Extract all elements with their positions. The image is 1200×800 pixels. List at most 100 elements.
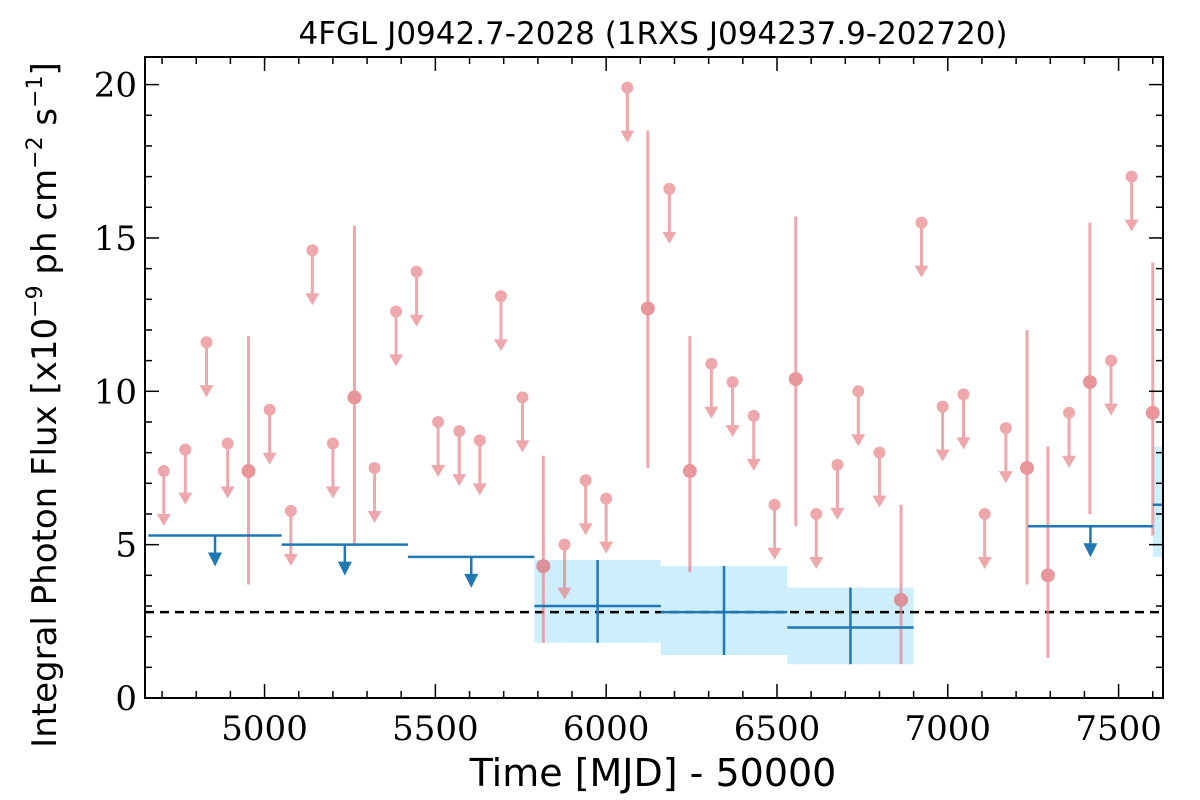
- upper-limit-arrowhead: [767, 547, 782, 560]
- short-bin-upper-limit: [283, 504, 298, 566]
- short-bin-upper-limit: [662, 182, 677, 244]
- short-bin-upper-limit: [472, 434, 487, 496]
- short-bin-upper-limit: [767, 498, 782, 560]
- short-bin-upper-limit: [935, 400, 950, 462]
- upper-limit-arrowhead: [1104, 403, 1119, 416]
- y-tick-label: 20: [94, 66, 137, 106]
- short-bin-upper-limit: [1062, 406, 1077, 468]
- short-bin-upper-limit: [431, 415, 446, 477]
- short-bin-detection: [1040, 446, 1055, 659]
- upper-limit-arrowhead: [620, 130, 635, 143]
- short-bin-detection: [788, 216, 803, 527]
- short-bin-upper-limit: [956, 388, 971, 450]
- upper-limit-arrowhead: [725, 425, 740, 438]
- detection-point: [1040, 568, 1055, 583]
- upper-limit-arrowhead: [872, 495, 887, 508]
- long-bin-upper-limit: [148, 534, 282, 567]
- short-bin-detection: [893, 504, 908, 665]
- long-bin-arrowhead: [208, 552, 223, 567]
- x-axis-label: Time [MJD] - 50000: [469, 751, 837, 795]
- short-bin-upper-limit: [620, 81, 635, 143]
- y-axis-label: Integral Photon Flux [x10−9 ph cm−2 s−1]: [23, 62, 65, 748]
- x-tick-label: 6500: [734, 709, 821, 749]
- short-bin-upper-limit: [830, 458, 845, 520]
- plot-frame: [144, 56, 1164, 699]
- short-bin-upper-limit: [262, 403, 277, 465]
- upper-limit-arrowhead: [367, 510, 382, 523]
- x-tick-label: 5000: [221, 709, 308, 749]
- y-axis-label-part: s: [25, 108, 65, 137]
- upper-limit-arrowhead: [515, 440, 530, 453]
- short-bin-upper-limit: [557, 538, 572, 600]
- upper-limit-arrowhead: [998, 471, 1013, 484]
- short-bin-upper-limit: [367, 461, 382, 523]
- y-axis-label-part: ph cm: [25, 169, 65, 286]
- upper-limit-arrowhead: [704, 406, 719, 419]
- short-bin-upper-limit: [1124, 170, 1139, 232]
- long-bin-bands: [534, 446, 1163, 665]
- y-tick-label: 10: [94, 372, 137, 412]
- upper-limit-arrowhead: [262, 452, 277, 465]
- upper-limit-arrowhead: [809, 556, 824, 569]
- short-bin-upper-limit: [389, 305, 404, 367]
- upper-limit-arrowhead: [956, 437, 971, 450]
- x-tick-label: 5500: [392, 709, 479, 749]
- short-bin-upper-limit: [305, 244, 320, 306]
- long-bin-detection: [787, 587, 914, 665]
- detection-point: [1145, 405, 1160, 420]
- axes: 5000 5500 6000 6500 7000 7500 0 5 10 15 20: [94, 56, 1164, 749]
- y-axis-label-part: Integral Photon Flux [x10: [25, 318, 65, 748]
- upper-limit-arrowhead: [1124, 219, 1139, 232]
- long-bin-upper-limit: [408, 555, 535, 588]
- long-bin-detection: [660, 566, 788, 656]
- detection-point: [893, 592, 908, 607]
- detection-point: [241, 464, 256, 479]
- short-bin-upper-limit: [515, 391, 530, 453]
- upper-limit-arrowhead: [472, 483, 487, 496]
- short-bin-upper-limit: [199, 336, 214, 398]
- y-axis-label-exponent: −2: [23, 136, 48, 168]
- short-bin-upper-limit: [578, 474, 593, 536]
- upper-limit-arrowhead: [220, 486, 235, 499]
- short-bin-upper-limit: [178, 443, 193, 505]
- upper-limit-arrowhead: [599, 541, 614, 554]
- upper-limit-arrowhead: [431, 464, 446, 477]
- long-bin-error-band: [1152, 446, 1163, 557]
- short-bin-upper-limit: [914, 216, 929, 278]
- y-axis-label-exponent: −9: [23, 285, 48, 317]
- detection-point: [788, 372, 803, 387]
- short-bin-upper-limit: [493, 290, 508, 352]
- upper-limit-arrowhead: [156, 514, 171, 527]
- short-bin-detection: [682, 336, 697, 573]
- short-bin-detection: [1020, 329, 1035, 585]
- detection-point: [682, 464, 697, 479]
- detection-point: [1082, 375, 1097, 390]
- upper-limit-arrowhead: [746, 458, 761, 471]
- short-bin-upper-limit: [977, 507, 992, 569]
- short-bin-detection: [640, 130, 655, 468]
- short-bin-upper-limit: [325, 437, 340, 499]
- detection-point: [347, 390, 362, 405]
- y-tick-label: 15: [94, 219, 137, 259]
- upper-limit-arrowhead: [830, 507, 845, 520]
- x-tick-label: 6000: [563, 709, 650, 749]
- short-bin-upper-limit: [851, 385, 866, 447]
- short-bin-upper-limit: [409, 265, 424, 327]
- upper-limit-arrowhead: [305, 293, 320, 306]
- short-bin-upper-limit: [452, 425, 467, 487]
- upper-limit-arrowhead: [325, 486, 340, 499]
- short-bin-upper-limit: [156, 465, 171, 527]
- short-bin-upper-limit: [998, 422, 1013, 484]
- long-bin-arrowhead: [464, 573, 479, 588]
- long-bin-upper-limit: [1028, 524, 1153, 558]
- upper-limit-arrowhead: [851, 434, 866, 447]
- short-bin-detection: [347, 225, 362, 545]
- upper-limit-arrowhead: [283, 553, 298, 566]
- short-bin-upper-limit: [220, 437, 235, 499]
- y-axis-label-exponent: −1: [23, 75, 48, 107]
- upper-limit-arrowhead: [914, 265, 929, 278]
- short-bin-upper-limit: [599, 492, 614, 554]
- upper-limit-arrowhead: [1062, 455, 1077, 468]
- upper-limit-arrowhead: [662, 231, 677, 244]
